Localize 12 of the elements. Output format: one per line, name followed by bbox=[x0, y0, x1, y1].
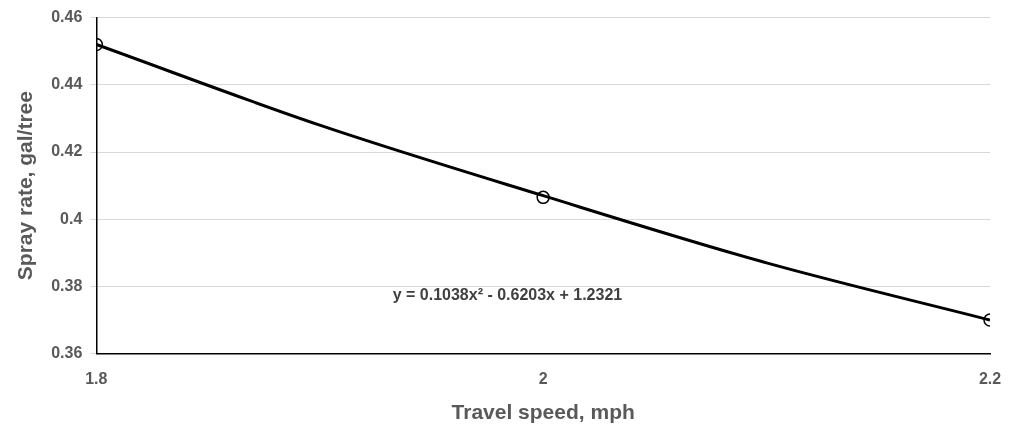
y-axis-title: Spray rate, gal/tree bbox=[13, 91, 37, 281]
x-axis-title: Travel speed, mph bbox=[451, 400, 635, 424]
y-tick-label: 0.46 bbox=[51, 8, 83, 26]
y-tick-label: 0.42 bbox=[51, 142, 83, 160]
y-tick-label: 0.44 bbox=[51, 75, 83, 93]
y-tick-label: 0.36 bbox=[51, 344, 83, 362]
y-tick-label: 0.38 bbox=[51, 276, 83, 294]
x-tick-label: 2.2 bbox=[978, 369, 1002, 387]
y-tick-label: 0.4 bbox=[60, 209, 83, 227]
x-tick-label: 2 bbox=[538, 369, 548, 387]
annotation: y = 0.1038x² - 0.6203x + 1.2321 bbox=[392, 285, 623, 303]
x-tick-label: 1.8 bbox=[85, 369, 108, 387]
